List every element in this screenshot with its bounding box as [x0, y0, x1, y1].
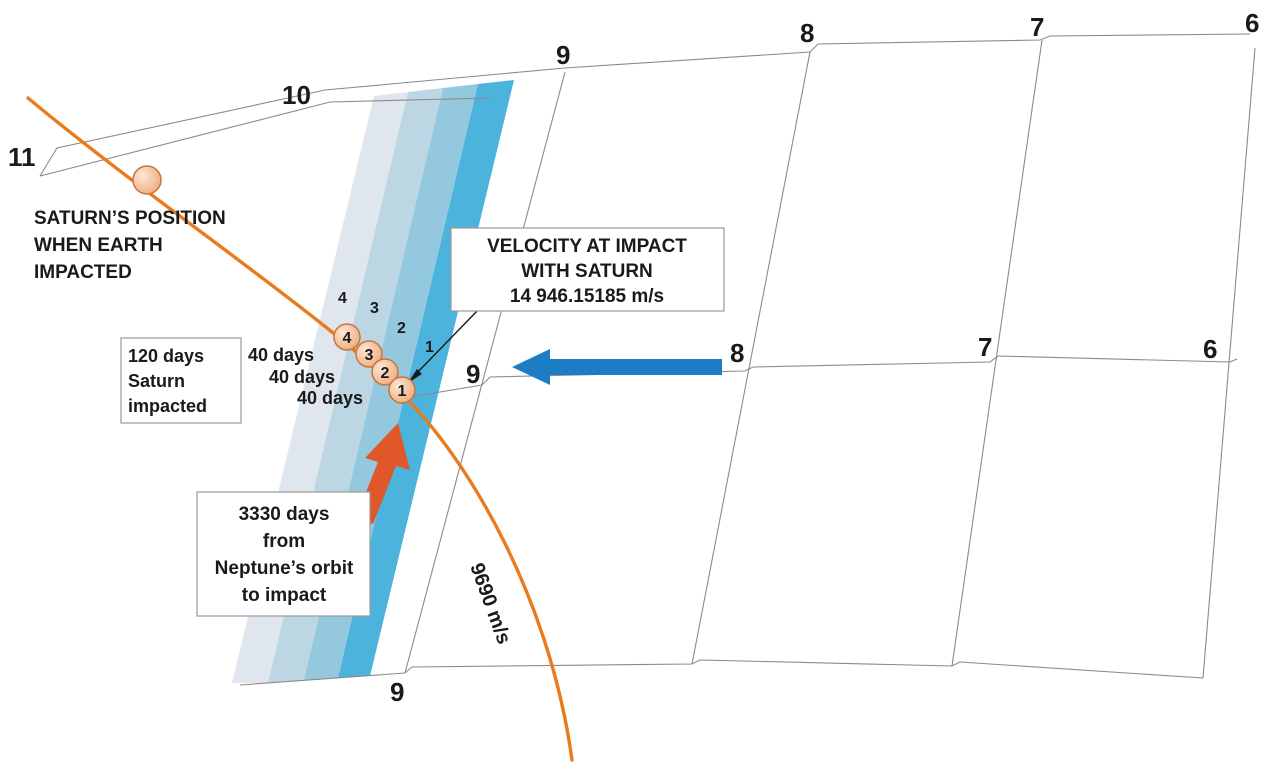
- planets: 4 3 2 1: [132, 165, 416, 404]
- band-numbers: 4 3 2 1: [338, 290, 434, 356]
- ball-number-3: 3: [365, 347, 374, 364]
- ball-number-4: 4: [343, 330, 352, 347]
- grid-number-top-6: 6: [1245, 8, 1259, 38]
- grid-number-middle-7: 7: [978, 332, 992, 362]
- velocity-box: VELOCITY AT IMPACT WITH SATURN 14 946.15…: [450, 227, 725, 312]
- saturn-position-line-1: SATURN’S POSITION: [34, 208, 226, 229]
- grid-number-bottom-9: 9: [390, 677, 404, 707]
- grid-column-6: [1202, 47, 1256, 679]
- grid-number-top-7: 7: [1030, 12, 1044, 42]
- grid-middle-line: [409, 355, 1238, 398]
- band-number-3: 3: [370, 300, 379, 317]
- interval-labels: 40 days 40 days 40 days: [248, 345, 363, 408]
- grid-column-7: [951, 39, 1043, 667]
- band-number-2: 2: [397, 320, 406, 337]
- saturn-position-line-3: IMPACTED: [34, 262, 132, 283]
- saturn-impacted-line-1: 120 days: [128, 346, 204, 366]
- saturn-impacted-line-2: Saturn: [128, 371, 185, 391]
- planet-position-2: [371, 358, 399, 386]
- interval-label-2: 40 days: [269, 367, 335, 387]
- saturn-impacted-frame: [120, 337, 242, 424]
- saturn-position-planet: [132, 165, 162, 195]
- velocity-pointer-head: [408, 369, 422, 383]
- grid-bottom-line: [239, 659, 1204, 686]
- grid-number-top-10: 10: [282, 80, 311, 110]
- grid-number-middle-6: 6: [1203, 334, 1217, 364]
- travel-time-line-4: to impact: [242, 585, 327, 606]
- travel-time-line-2: from: [263, 531, 305, 552]
- velocity-box-line-1: VELOCITY AT IMPACT: [487, 236, 687, 257]
- band-number-1: 1: [425, 339, 434, 356]
- velocity-box-frame: [450, 227, 725, 312]
- velocity-pointer-line: [411, 307, 481, 379]
- band-number-4: 4: [338, 290, 347, 307]
- grid-number-top-11: 11: [8, 142, 36, 172]
- orbit-grid: [39, 33, 1256, 686]
- grid-number-top-9: 9: [556, 40, 570, 70]
- ball-number-1: 1: [398, 383, 407, 400]
- saturn-impacted-line-3: impacted: [128, 396, 207, 416]
- grid-number-middle-9: 9: [466, 359, 480, 389]
- grid-numbers: 11 10 9 8 7 6 9 8 7 6 9: [8, 8, 1259, 707]
- planet-position-3: [355, 340, 383, 368]
- grid-column-9: [404, 71, 566, 674]
- planet-position-4: [333, 323, 361, 351]
- grid-number-middle-8: 8: [730, 338, 744, 368]
- grid-number-top-8: 8: [800, 18, 814, 48]
- saturn-position-label: SATURN’S POSITION WHEN EARTH IMPACTED: [34, 208, 226, 283]
- ball-number-2: 2: [381, 365, 390, 382]
- saturn-position-line-2: WHEN EARTH: [34, 235, 163, 256]
- velocity-box-line-3: 14 946.15185 m/s: [510, 286, 664, 307]
- orbit-speed-label: 9690 m/s: [465, 560, 515, 647]
- velocity-box-line-2: WITH SATURN: [521, 261, 653, 282]
- travel-time-line-3: Neptune’s orbit: [215, 558, 354, 579]
- grid-top-edge-lower: [39, 97, 491, 177]
- travel-time-box: 3330 days from Neptune’s orbit to impact: [196, 491, 371, 617]
- interval-label-1: 40 days: [248, 345, 314, 365]
- grid-column-8: [691, 51, 811, 665]
- blue-arrow-head: [512, 349, 550, 385]
- travel-time-frame: [196, 491, 371, 617]
- saturn-impacted-box: 120 days Saturn impacted: [120, 337, 242, 424]
- planet-position-1: [388, 376, 416, 404]
- grid-top-edge: [39, 33, 1251, 177]
- interval-label-3: 40 days: [297, 388, 363, 408]
- blue-arrow-shaft: [545, 359, 722, 375]
- blue-arrow: [512, 349, 722, 385]
- travel-time-line-1: 3330 days: [239, 504, 330, 525]
